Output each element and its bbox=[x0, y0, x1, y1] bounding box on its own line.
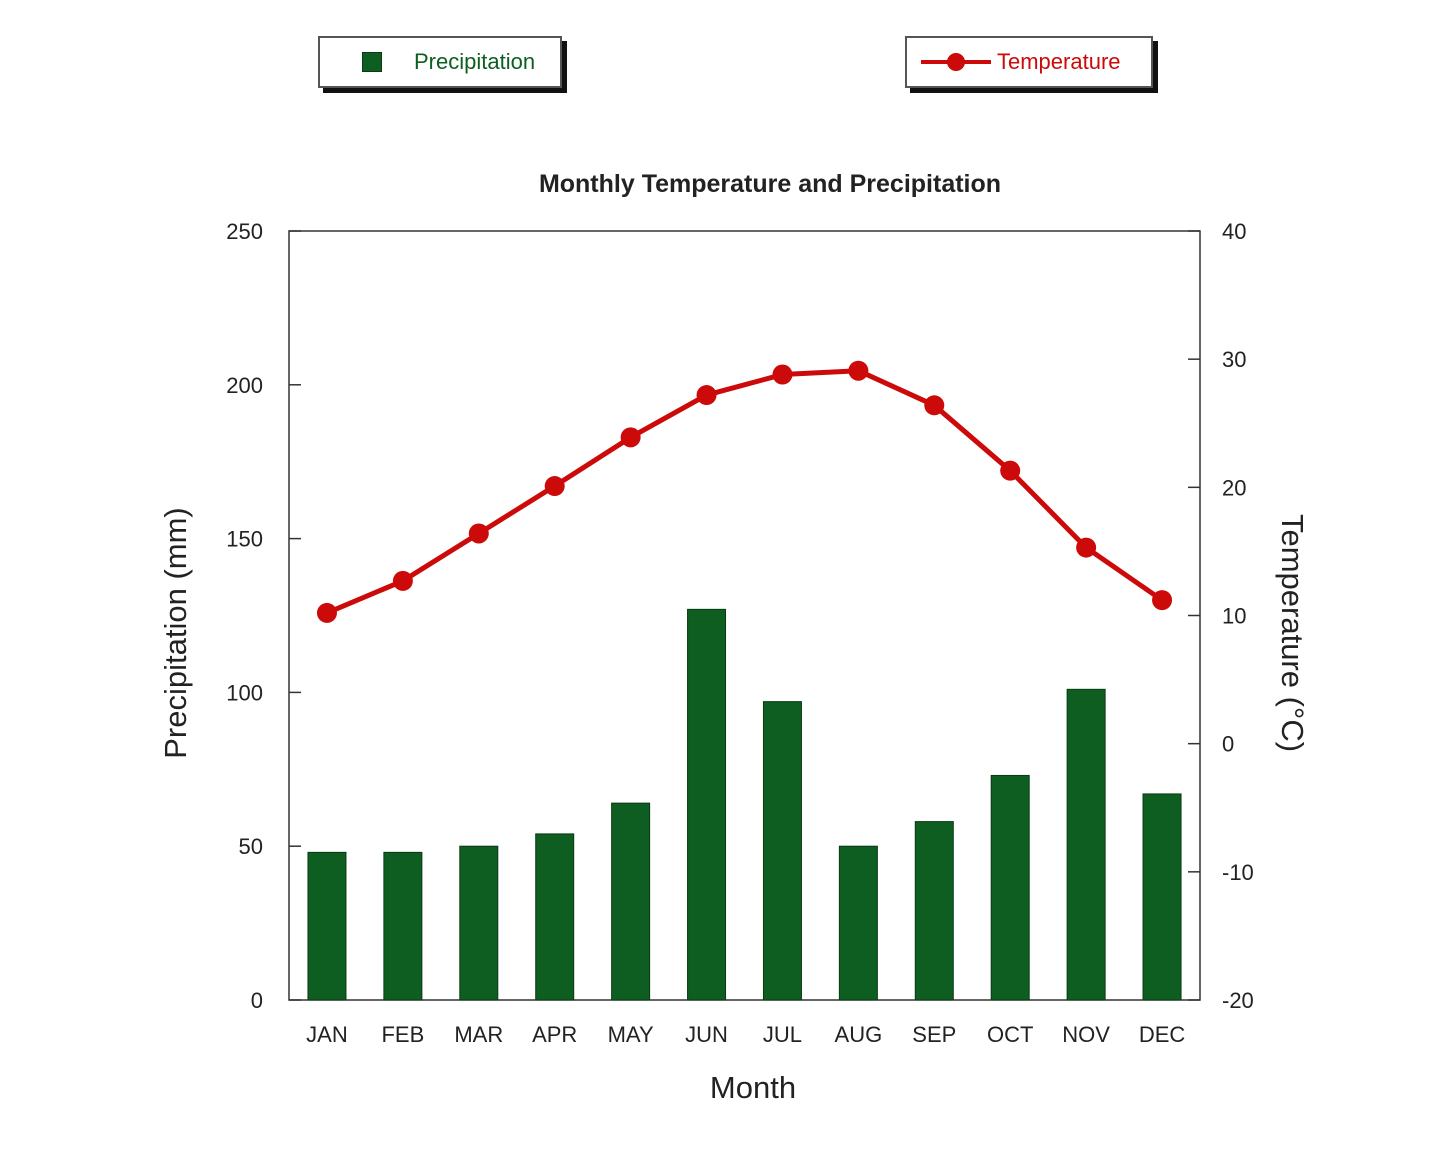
precipitation-bar-jan bbox=[307, 851, 347, 1001]
precipitation-bar-sep bbox=[914, 821, 954, 1001]
temperature-point-dec bbox=[1152, 590, 1173, 611]
temperature-point-jun bbox=[696, 385, 717, 406]
temperature-line bbox=[316, 360, 1173, 623]
temperature-point-jan bbox=[316, 602, 337, 623]
x-tick-label-may: MAY bbox=[608, 1022, 654, 1047]
left-y-tick-label: 200 bbox=[226, 373, 263, 398]
precipitation-bar-apr bbox=[535, 833, 575, 1001]
temperature-point-aug bbox=[848, 360, 869, 381]
left-y-tick-label: 100 bbox=[226, 680, 263, 705]
x-tick-label-dec: DEC bbox=[1139, 1022, 1186, 1047]
right-y-tick-label: 30 bbox=[1222, 347, 1246, 372]
right-y-tick-label: 10 bbox=[1222, 604, 1246, 629]
precipitation-bar-may bbox=[611, 802, 651, 1001]
precipitation-bars bbox=[307, 608, 1182, 1001]
temperature-point-apr bbox=[544, 476, 565, 497]
x-tick-label-jan: JAN bbox=[306, 1022, 348, 1047]
chart-title: Monthly Temperature and Precipitation bbox=[539, 170, 1001, 198]
temperature-point-jul bbox=[772, 364, 793, 385]
precipitation-bar-mar bbox=[459, 845, 499, 1001]
precipitation-bar-dec bbox=[1142, 793, 1182, 1001]
legend-temperature: Temperature bbox=[905, 36, 1153, 88]
precipitation-bar-jul bbox=[762, 701, 802, 1001]
precipitation-bar-aug bbox=[838, 845, 878, 1001]
temperature-point-may bbox=[620, 427, 641, 448]
temperature-point-oct bbox=[1000, 460, 1021, 481]
right-y-tick-label: -10 bbox=[1222, 860, 1254, 885]
left-y-tick-label: 50 bbox=[239, 834, 263, 859]
precipitation-bar-jun bbox=[687, 608, 727, 1001]
x-axis: JAN FEB MAR APR MAY JUN JUL AUG SEP OCT NOV DEC bbox=[306, 1022, 1185, 1047]
legend-temperature-label: Temperature bbox=[997, 49, 1121, 74]
precipitation-bar-oct bbox=[990, 774, 1030, 1001]
temperature-point-mar bbox=[468, 523, 489, 544]
x-tick-label-mar: MAR bbox=[454, 1022, 503, 1047]
precipitation-bar-feb bbox=[383, 851, 423, 1001]
left-y-axis-label: Precipitation (mm) bbox=[158, 507, 193, 759]
right-y-tick-label: -20 bbox=[1222, 988, 1254, 1013]
right-y-tick-label: 20 bbox=[1222, 475, 1246, 500]
right-y-axis: -20 -10 0 10 20 30 40 bbox=[1188, 219, 1254, 1013]
left-y-tick-label: 0 bbox=[251, 988, 263, 1013]
x-tick-label-sep: SEP bbox=[912, 1022, 956, 1047]
temperature-series-line bbox=[325, 368, 1164, 616]
left-y-tick-label: 150 bbox=[226, 527, 263, 552]
plot-area-frame bbox=[288, 230, 1201, 1001]
x-tick-label-jul: JUL bbox=[763, 1022, 802, 1047]
x-tick-label-apr: APR bbox=[532, 1022, 577, 1047]
temperature-point-feb bbox=[392, 570, 413, 591]
right-y-tick-label: 40 bbox=[1222, 219, 1246, 244]
left-y-axis: 0 50 100 150 200 250 bbox=[226, 219, 301, 1013]
temperature-point-nov bbox=[1076, 537, 1097, 558]
x-tick-label-jun: JUN bbox=[685, 1022, 728, 1047]
x-axis-label: Month bbox=[710, 1070, 796, 1105]
x-tick-label-nov: NOV bbox=[1062, 1022, 1110, 1047]
legend-precipitation-label: Precipitation bbox=[414, 49, 536, 74]
right-y-tick-label: 0 bbox=[1222, 732, 1234, 757]
legend-precipitation-swatch bbox=[362, 52, 382, 72]
temperature-point-sep bbox=[924, 395, 945, 416]
x-tick-label-feb: FEB bbox=[381, 1022, 424, 1047]
x-tick-label-oct: OCT bbox=[987, 1022, 1033, 1047]
legend-temperature-line bbox=[921, 53, 991, 71]
right-y-axis-label: Temperature (°C) bbox=[1275, 514, 1310, 752]
left-y-tick-label: 250 bbox=[226, 219, 263, 244]
precipitation-bar-nov bbox=[1066, 688, 1106, 1001]
legend-precipitation: Precipitation bbox=[318, 36, 562, 88]
x-tick-label-aug: AUG bbox=[835, 1022, 883, 1047]
